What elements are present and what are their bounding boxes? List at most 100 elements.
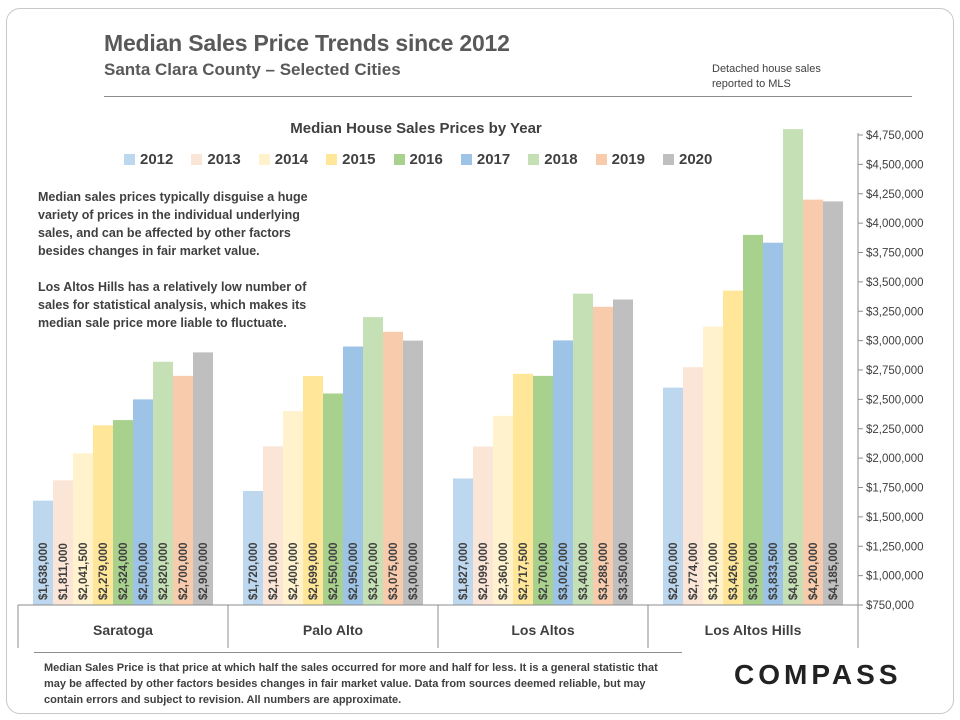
legend-label: 2020 — [679, 151, 713, 168]
y-tick-label: $4,750,000 — [866, 130, 924, 142]
page-subtitle: Santa Clara County – Selected Cities — [104, 60, 401, 79]
bar — [323, 393, 343, 605]
data-label: $3,200,000 — [368, 542, 380, 600]
data-label: $3,400,000 — [578, 542, 590, 600]
data-label: $1,638,000 — [38, 542, 50, 600]
legend-label: 2019 — [611, 151, 645, 168]
bar — [173, 375, 193, 605]
data-label: $2,360,000 — [498, 542, 510, 600]
y-tick-label: $1,500,000 — [866, 512, 924, 524]
legend-swatch — [663, 154, 674, 165]
bar — [193, 352, 213, 605]
bar — [823, 201, 843, 605]
data-label: $2,279,000 — [98, 542, 110, 600]
legend-label: 2013 — [207, 151, 241, 168]
legend-swatch — [191, 154, 203, 165]
bar — [573, 293, 593, 605]
bar — [113, 420, 133, 605]
data-label: $3,075,000 — [388, 542, 400, 600]
data-label: $3,288,000 — [598, 542, 610, 600]
data-label: $4,200,000 — [808, 542, 820, 600]
data-label: $3,350,000 — [618, 542, 630, 600]
data-label: $2,100,000 — [268, 542, 280, 600]
legend-item: 2013 — [191, 151, 241, 168]
legend-swatch — [124, 154, 135, 165]
y-tick-label: $1,750,000 — [866, 483, 924, 495]
bar — [593, 306, 613, 605]
chart-legend: 2012 2013 2014 2015 2016 2017 2018 2019 2020 — [124, 151, 730, 168]
page-title: Median Sales Price Trends since 2012 — [104, 30, 510, 56]
data-label: $2,820,000 — [158, 542, 170, 600]
legend-item: 2015 — [326, 151, 376, 168]
legend-label: 2014 — [274, 151, 309, 168]
compass-logo: COMPASS — [734, 659, 902, 690]
data-label: $2,400,000 — [288, 542, 300, 600]
data-label: $2,099,000 — [478, 542, 490, 600]
bar — [303, 375, 323, 605]
y-tick-label: $750,000 — [866, 600, 914, 612]
legend-label: 2015 — [342, 151, 376, 168]
bar — [743, 234, 763, 605]
bar — [283, 411, 303, 605]
commentary-paragraph-2: Los Altos Hills has a relatively low num… — [38, 280, 307, 330]
y-tick-label: $3,000,000 — [866, 336, 924, 348]
legend-label: 2017 — [476, 151, 511, 168]
y-tick-label: $2,500,000 — [866, 394, 924, 406]
data-label: $2,717,500 — [518, 542, 530, 600]
bar — [403, 340, 423, 605]
data-label: $2,700,000 — [178, 542, 190, 600]
legend-swatch — [460, 154, 472, 165]
bar — [493, 415, 513, 605]
data-label: $1,720,000 — [248, 542, 260, 600]
legend-item: 2019 — [595, 151, 645, 168]
y-tick-label: $4,250,000 — [866, 189, 924, 201]
bar — [783, 129, 803, 605]
data-label: $1,827,000 — [458, 542, 470, 600]
footer-divider — [34, 652, 682, 653]
legend-label: 2016 — [409, 151, 443, 168]
legend-item: 2018 — [528, 151, 578, 168]
data-label: $2,324,000 — [118, 542, 130, 600]
category-label: Palo Alto — [303, 622, 363, 638]
y-tick-label: $2,000,000 — [866, 453, 924, 465]
data-label: $3,426,000 — [728, 542, 740, 600]
data-label: $2,600,000 — [668, 542, 680, 600]
bar — [723, 290, 743, 605]
legend-label: 2012 — [140, 151, 174, 168]
data-label: $2,700,000 — [538, 542, 550, 600]
legend-item: 2017 — [460, 151, 511, 168]
bar — [53, 480, 73, 605]
bar — [683, 367, 703, 605]
legend-label: 2018 — [544, 151, 578, 168]
data-label: $4,800,000 — [788, 542, 800, 600]
bar — [513, 373, 533, 605]
data-label: $2,950,000 — [348, 542, 360, 600]
bar — [613, 299, 633, 605]
bar — [343, 346, 363, 605]
legend-item: 2020 — [663, 151, 712, 168]
bar — [763, 242, 783, 605]
y-tick-label: $1,000,000 — [866, 571, 924, 583]
bar — [93, 425, 113, 605]
legend-item: 2016 — [393, 151, 443, 168]
data-label: $1,811,000 — [58, 543, 70, 600]
data-label: $3,002,000 — [558, 542, 570, 600]
bar — [663, 387, 683, 605]
bar — [73, 453, 93, 605]
bar — [473, 446, 493, 605]
bar — [453, 478, 473, 605]
category-label: Los Altos — [511, 622, 574, 638]
data-label: $2,900,000 — [198, 542, 210, 600]
category-label: Los Altos Hills — [705, 622, 802, 638]
data-label: $4,185,000 — [828, 542, 840, 600]
legend-item: 2014 — [258, 151, 309, 168]
data-label: $2,699,000 — [308, 542, 320, 600]
data-label: $3,900,000 — [748, 542, 760, 600]
data-label: $2,774,000 — [688, 542, 700, 600]
legend-item: 2012 — [124, 151, 173, 168]
legend-swatch — [326, 154, 338, 165]
data-label: $3,833,500 — [768, 542, 780, 600]
bar — [383, 331, 403, 605]
chart-title: Median House Sales Prices by Year — [290, 120, 542, 137]
